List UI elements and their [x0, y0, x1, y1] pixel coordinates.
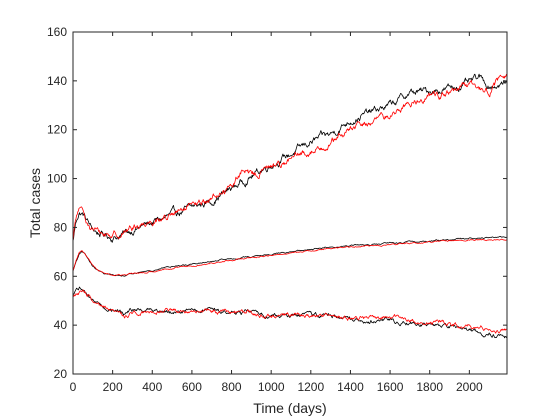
- x-tick-label: 200: [103, 380, 123, 394]
- y-tick-label: 80: [54, 220, 68, 234]
- x-tick-label: 1800: [416, 380, 443, 394]
- x-tick-label: 1000: [258, 380, 285, 394]
- y-tick-label: 20: [54, 367, 68, 381]
- series-line-lower-red: [73, 289, 507, 334]
- y-axis-title: Total cases: [27, 168, 43, 238]
- y-tick-label: 40: [54, 318, 68, 332]
- x-tick-label: 1600: [377, 380, 404, 394]
- plot-area: [73, 32, 507, 374]
- series-line-lower-black: [73, 286, 507, 339]
- x-axis-title: Time (days): [253, 400, 326, 416]
- x-tick-label: 600: [182, 380, 202, 394]
- x-tick-label: 2000: [456, 380, 483, 394]
- axes-box: [72, 31, 508, 375]
- series-line-upper-black: [73, 73, 507, 243]
- x-tick-label: 800: [222, 380, 242, 394]
- series-line-middle-black: [73, 236, 507, 277]
- series-line-upper-red: [73, 74, 507, 241]
- y-tick-label: 160: [47, 25, 67, 39]
- x-tick-label: 400: [142, 380, 162, 394]
- x-tick-label: 0: [70, 380, 77, 394]
- axes-layer: 0 200 400 600 800 1000 1200 1400 1600 1800 2000 20 4…: [47, 25, 508, 394]
- y-tick-label: 140: [47, 74, 67, 88]
- x-tick-label: 1400: [337, 380, 364, 394]
- series-line-middle-red: [73, 238, 507, 277]
- y-tick-label: 100: [47, 172, 67, 186]
- y-tick-label: 60: [54, 269, 68, 283]
- y-tick-label: 120: [47, 123, 67, 137]
- x-tick-label: 1200: [297, 380, 324, 394]
- series-layer: [73, 73, 507, 339]
